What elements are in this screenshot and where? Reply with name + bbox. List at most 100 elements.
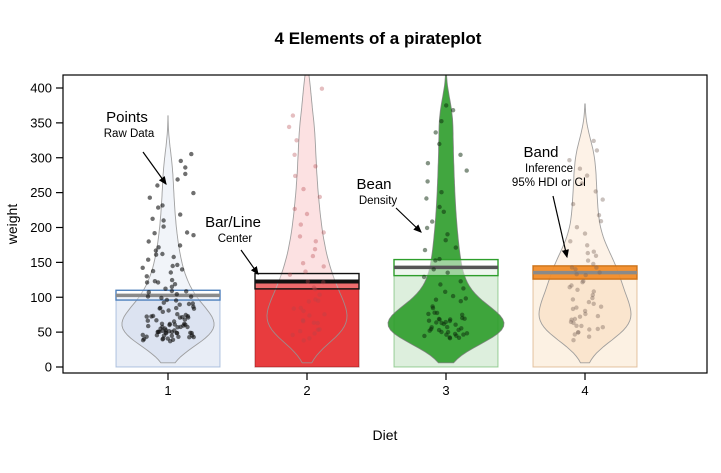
data-point	[594, 265, 599, 270]
data-point	[169, 333, 174, 338]
data-point	[591, 138, 596, 144]
data-point	[579, 323, 584, 329]
data-point	[461, 286, 466, 291]
data-point	[191, 190, 196, 196]
annotation-arrow	[395, 207, 422, 233]
data-point	[146, 290, 151, 295]
data-point	[183, 171, 188, 177]
y-tick-label: 150	[30, 255, 52, 270]
data-point	[585, 250, 590, 256]
clipped-layer	[115, 75, 638, 368]
plot-area: 0 50 100 150 200 250 300 350 400 1 2 3 4	[30, 74, 708, 398]
data-point	[586, 299, 592, 305]
data-point	[174, 292, 179, 297]
data-point	[315, 327, 321, 332]
data-point	[159, 295, 164, 301]
data-point	[178, 212, 183, 217]
data-point	[159, 321, 165, 326]
data-point	[164, 297, 170, 303]
data-point	[150, 313, 156, 319]
annotation-subtitle: Density	[359, 195, 398, 207]
data-point	[291, 306, 296, 311]
data-point	[595, 313, 601, 319]
data-point	[157, 306, 162, 311]
data-point	[312, 287, 318, 292]
data-point	[464, 331, 470, 336]
data-point	[169, 288, 175, 294]
data-point	[176, 334, 181, 339]
data-point	[190, 301, 195, 306]
data-point	[572, 316, 578, 322]
data-point	[438, 282, 443, 287]
y-tick-label: 0	[45, 360, 52, 375]
data-point	[171, 319, 177, 324]
data-point	[144, 274, 149, 279]
data-point	[286, 124, 292, 130]
data-point	[161, 300, 166, 305]
data-point	[445, 329, 451, 335]
y-tick-label: 50	[38, 325, 52, 340]
data-point	[169, 284, 175, 289]
data-point	[597, 270, 602, 275]
data-point	[153, 248, 159, 253]
data-point	[312, 331, 317, 336]
data-point	[293, 173, 298, 179]
data-point	[587, 327, 592, 332]
data-point	[155, 183, 160, 188]
data-point	[434, 320, 439, 325]
data-point	[591, 261, 596, 267]
data-point	[431, 267, 436, 272]
data-point	[447, 335, 452, 340]
data-point	[459, 326, 464, 331]
data-point	[321, 280, 326, 285]
data-point	[430, 219, 435, 224]
annotation-layer: Points Raw Data Bar/Line Center Bean Density B…	[104, 109, 586, 275]
data-point	[567, 158, 572, 163]
data-point	[421, 274, 427, 280]
data-point	[445, 324, 450, 330]
data-point	[441, 209, 446, 214]
data-point	[460, 312, 465, 317]
data-point	[594, 148, 600, 153]
data-point	[152, 231, 157, 236]
data-point	[186, 301, 192, 307]
annotation-arrow	[142, 151, 167, 185]
bar-diet-4	[532, 272, 638, 368]
data-point	[568, 319, 574, 325]
data-point	[439, 320, 444, 326]
data-point	[173, 298, 179, 303]
data-point	[437, 204, 442, 210]
data-point	[576, 330, 581, 335]
data-point	[301, 186, 306, 192]
data-point	[593, 189, 598, 194]
data-point	[570, 201, 576, 207]
data-point	[160, 324, 165, 330]
annotation-title: Bar/Line	[205, 214, 261, 231]
data-point	[574, 225, 580, 230]
data-point	[574, 272, 579, 277]
data-point	[600, 325, 605, 330]
data-point	[306, 299, 311, 304]
data-point	[156, 205, 161, 210]
data-point	[294, 138, 299, 143]
data-point	[574, 323, 579, 328]
data-point	[152, 279, 158, 284]
y-tick-label: 400	[30, 81, 52, 96]
data-point	[453, 322, 458, 327]
data-point	[458, 152, 463, 157]
data-point	[433, 130, 438, 135]
data-point	[287, 272, 293, 277]
data-point	[303, 269, 308, 274]
data-point	[311, 285, 317, 290]
data-point	[184, 230, 190, 235]
data-point	[160, 309, 165, 314]
data-point	[312, 247, 318, 252]
plot-box	[62, 74, 708, 374]
data-point	[150, 216, 155, 221]
data-point	[169, 277, 175, 283]
points-diet-2	[286, 86, 327, 343]
data-point	[463, 296, 468, 301]
data-point	[167, 322, 172, 328]
data-point	[160, 203, 165, 208]
